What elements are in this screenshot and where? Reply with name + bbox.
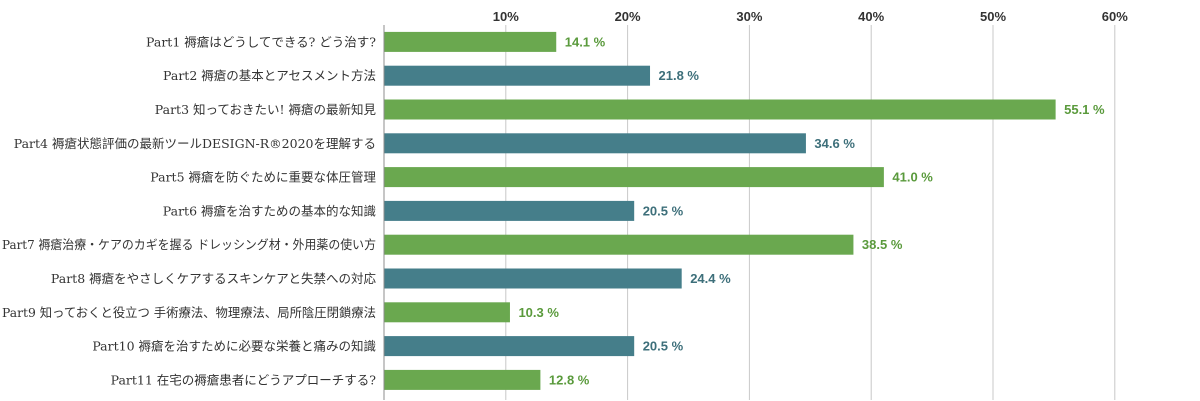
data-label: 20.5 % [643,339,684,354]
data-label: 20.5 % [643,203,684,218]
bar [384,99,1056,120]
bar [384,133,806,154]
data-label: 34.6 % [814,136,855,151]
data-label: 14.1 % [565,34,606,49]
bars [384,31,1056,390]
bar [384,31,557,52]
data-label: 24.4 % [690,271,731,286]
x-axis-ticks: 10% 20% 30% 40% 50% 60% [493,9,1128,24]
data-label: 21.8 % [659,68,700,83]
value-labels: 14.1 % 21.8 % 55.1 % 34.6 % 41.0 % 20.5 % 38.5… [518,34,1105,387]
data-label: 41.0 % [892,170,933,185]
bar [384,65,651,86]
x-tick-label: 50% [980,9,1006,24]
category-label: Part3 知っておきたい! 褥瘡の最新知見 [155,102,377,117]
category-label: Part10 褥瘡を治すために必要な栄養と痛みの知識 [92,339,376,354]
category-label: Part8 褥瘡をやさしくケアするスキンケアと失禁への対応 [51,271,377,286]
data-label: 12.8 % [549,372,590,387]
bar [384,336,635,357]
bar [384,369,541,390]
x-tick-label: 10% [493,9,519,24]
category-label: Part4 褥瘡状態評価の最新ツールDESIGN-R®2020を理解する [14,136,376,151]
x-tick-label: 30% [736,9,762,24]
bar [384,234,854,255]
category-labels: Part1 褥瘡はどうしてできる? どう治す? Part2 褥瘡の基本とアセスメン… [2,34,376,387]
category-label: Part5 褥瘡を防ぐために重要な体圧管理 [150,170,376,185]
category-label: Part11 在宅の褥瘡患者にどうアプローチする? [111,372,377,387]
x-tick-label: 40% [858,9,884,24]
category-label: Part9 知っておくと役立つ 手術療法、物理療法、局所陰圧閉鎖療法 [2,305,376,320]
bar [384,302,510,323]
data-label: 10.3 % [518,305,559,320]
bar [384,167,884,188]
category-label: Part7 褥瘡治療・ケアのカギを握る ドレッシング材・外用薬の使い方 [2,237,376,252]
x-tick-label: 20% [615,9,641,24]
category-label: Part6 褥瘡を治すための基本的な知識 [163,203,376,218]
data-label: 38.5 % [862,237,903,252]
x-tick-label: 60% [1102,9,1128,24]
bar [384,268,682,289]
data-label: 55.1 % [1064,102,1105,117]
bar [384,200,635,221]
category-label: Part2 褥瘡の基本とアセスメント方法 [163,68,376,83]
category-label: Part1 褥瘡はどうしてできる? どう治す? [146,34,376,49]
